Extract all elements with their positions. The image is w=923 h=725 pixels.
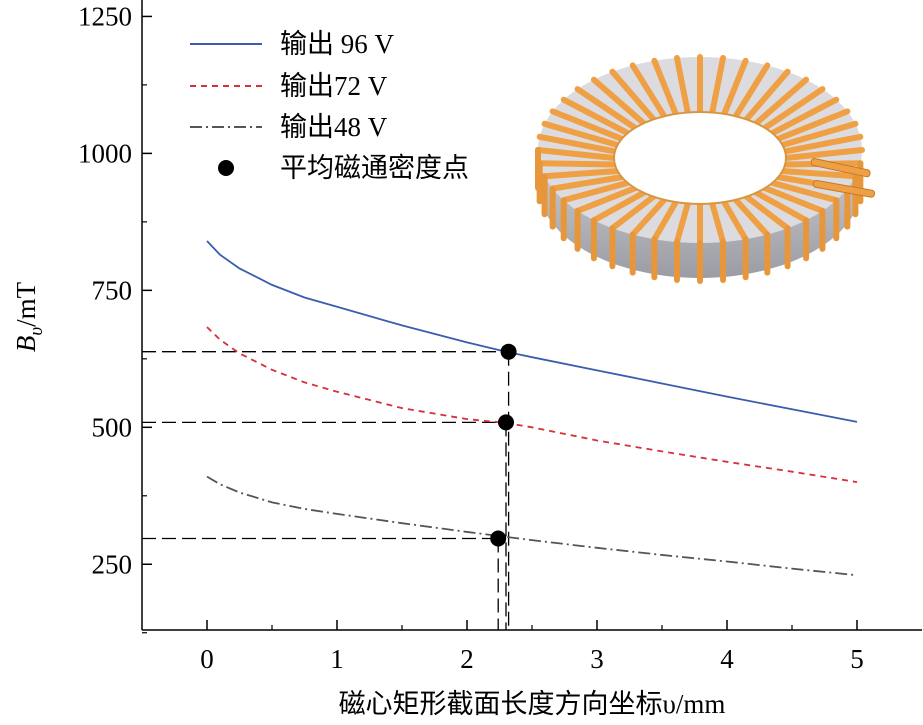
legend-label-96v: 输出 96 V <box>280 29 394 59</box>
winding-top <box>743 68 791 123</box>
series-line-0 <box>206 240 858 423</box>
x-tick-label-1: 1 <box>330 644 344 674</box>
winding-top <box>732 196 771 238</box>
winding-top <box>721 199 749 243</box>
y-tick-label-1000: 1000 <box>78 138 132 168</box>
legend-swatch-points <box>218 160 234 176</box>
winding-top <box>782 133 864 155</box>
y-tick-label-750: 750 <box>92 275 133 305</box>
winding-top <box>536 133 618 155</box>
winding-top <box>574 185 639 214</box>
guide-lines <box>142 351 510 630</box>
winding-top <box>761 86 826 131</box>
x-tick-label-3: 3 <box>590 644 604 674</box>
x-tick-label-0: 0 <box>200 644 214 674</box>
svg-text:Bυ/mT: Bυ/mT <box>11 281 47 352</box>
winding-top <box>732 62 771 120</box>
winding-top <box>753 76 810 127</box>
x-tick-label-2: 2 <box>460 644 474 674</box>
y-tick-label-1250: 1250 <box>78 1 132 31</box>
winding-top <box>574 86 639 131</box>
mean-flux-point-1 <box>498 414 514 431</box>
y-axis-title: Bυ/mT <box>11 281 47 352</box>
winding-top <box>769 179 840 204</box>
mean-flux-point-2 <box>490 530 507 547</box>
winding-top <box>541 167 621 180</box>
winding-top <box>629 196 668 238</box>
winding-top <box>590 76 647 127</box>
mean-flux-point-0 <box>500 343 517 360</box>
winding-top <box>721 57 749 117</box>
ticks: 0 1 2 3 4 5 250 500 750 1000 1250 <box>78 1 864 674</box>
winding-top <box>549 174 625 192</box>
y-axis-title-unit: /mT <box>11 281 41 327</box>
x-tick-label-4: 4 <box>720 644 734 674</box>
x-tick-label-5: 5 <box>850 644 864 674</box>
winding-top <box>779 120 859 149</box>
lead-wire-1 <box>810 158 871 178</box>
winding-top <box>549 108 625 142</box>
winding-top <box>709 54 727 116</box>
winding-top <box>536 160 618 168</box>
winding-top <box>709 200 727 246</box>
winding-top <box>651 199 679 243</box>
winding-top <box>753 189 810 224</box>
legend-label-points: 平均磁通密度点 <box>280 153 469 183</box>
legend: 输出 96 V 输出72 V 输出48 V 平均磁通密度点 <box>190 29 469 183</box>
winding-top <box>651 57 679 117</box>
winding-top <box>775 108 851 142</box>
series-line-1 <box>206 326 858 483</box>
winding-top <box>590 189 647 224</box>
toroidal-core-illustration <box>535 54 876 284</box>
core-hole <box>613 111 787 205</box>
legend-label-72v: 输出72 V <box>280 71 388 101</box>
y-tick-label-500: 500 <box>92 412 133 442</box>
x-axis-title: 磁心矩形截面长度方向坐标υ/mm <box>339 689 726 719</box>
legend-label-48v: 输出48 V <box>280 112 388 142</box>
winding-top <box>535 147 617 161</box>
y-tick-label-250: 250 <box>92 549 133 579</box>
lead-wire-2 <box>812 179 876 198</box>
winding-top <box>783 147 865 161</box>
winding-top <box>779 167 859 180</box>
y-axis-title-sub: υ <box>26 327 47 336</box>
winding-top <box>761 185 826 214</box>
winding-top <box>560 179 631 204</box>
winding-top <box>743 193 791 232</box>
y-axis-title-main: B <box>11 336 41 353</box>
winding-top <box>609 193 657 232</box>
series-line-2 <box>206 475 858 577</box>
winding-top <box>673 200 691 246</box>
mean-flux-points <box>490 343 517 547</box>
series-lines <box>206 240 858 577</box>
winding-top <box>673 54 691 116</box>
winding-top <box>560 96 631 137</box>
winding-top <box>769 96 840 137</box>
winding-top <box>629 62 668 120</box>
winding-top <box>609 68 657 123</box>
winding-top <box>541 120 621 149</box>
